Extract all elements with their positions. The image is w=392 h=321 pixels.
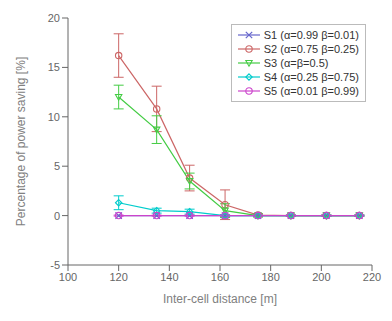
svg-text:Inter-cell distance [m]: Inter-cell distance [m] xyxy=(163,292,277,306)
svg-text:5: 5 xyxy=(54,160,60,172)
html-text:S4 (α=0.25 β=0.75): S4 (α=0.25 β=0.75) xyxy=(263,71,359,83)
svg-text:20: 20 xyxy=(48,12,60,24)
svg-text:-5: -5 xyxy=(50,259,60,271)
svg-text:10: 10 xyxy=(48,111,60,123)
svg-text:0: 0 xyxy=(54,210,60,222)
svg-text:15: 15 xyxy=(48,61,60,73)
svg-text:200: 200 xyxy=(312,271,330,283)
svg-text:140: 140 xyxy=(160,271,178,283)
html-text:S1 (α=0.99 β=0.01): S1 (α=0.99 β=0.01) xyxy=(263,29,359,41)
svg-text:100: 100 xyxy=(59,271,77,283)
svg-text:220: 220 xyxy=(363,271,381,283)
html-text:S3 (α=β=0.5): S3 (α=β=0.5) xyxy=(263,57,329,69)
svg-text:180: 180 xyxy=(261,271,279,283)
html-text:S2 (α=0.75 β=0.25): S2 (α=0.75 β=0.25) xyxy=(263,43,359,55)
html-text:S5 (α=0.01 β=0.99): S5 (α=0.01 β=0.99) xyxy=(263,85,359,97)
svg-text:120: 120 xyxy=(109,271,127,283)
svg-text:Percentage of power saving [%]: Percentage of power saving [%] xyxy=(14,57,28,226)
svg-text:160: 160 xyxy=(211,271,229,283)
